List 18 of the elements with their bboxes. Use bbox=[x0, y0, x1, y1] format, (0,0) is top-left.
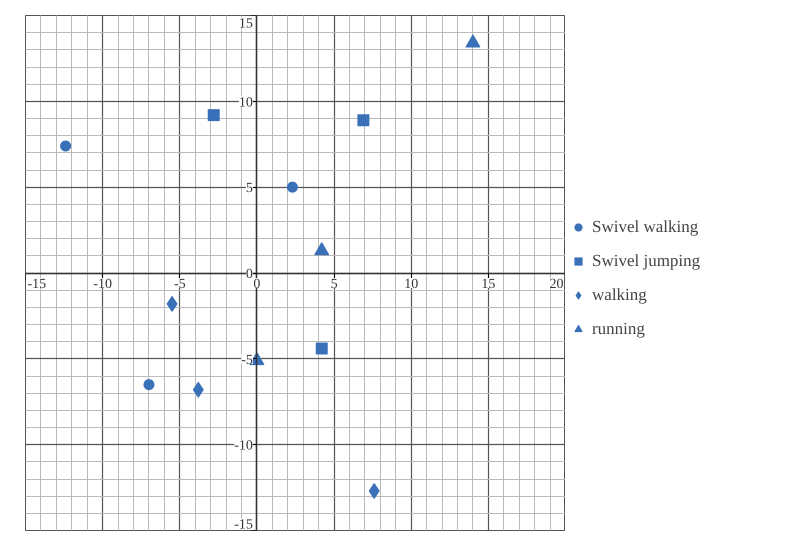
y-tick-label: 10 bbox=[238, 95, 253, 110]
y-tick-label: -15 bbox=[234, 518, 253, 532]
x-tick-label: 5 bbox=[330, 277, 338, 292]
x-tick-label: -5 bbox=[174, 277, 186, 292]
x-tick-label: 15 bbox=[481, 277, 496, 292]
x-tick-label: 20 bbox=[550, 277, 564, 292]
x-tick-label: -15 bbox=[28, 277, 46, 292]
y-tick-label: 15 bbox=[238, 16, 253, 32]
y-tick-label: -10 bbox=[234, 438, 253, 454]
legend-label: walking bbox=[592, 284, 647, 304]
x-tick-label: -10 bbox=[93, 277, 112, 292]
legend-label: running bbox=[592, 318, 645, 338]
x-tick-label: 10 bbox=[404, 277, 418, 292]
legend-label: Swivel walking bbox=[592, 216, 698, 236]
y-tick-label: -5 bbox=[241, 352, 253, 368]
y-tick-label: 5 bbox=[246, 181, 253, 196]
y-tick-label: 0 bbox=[246, 267, 253, 282]
legend-label: Swivel jumping bbox=[592, 250, 700, 270]
